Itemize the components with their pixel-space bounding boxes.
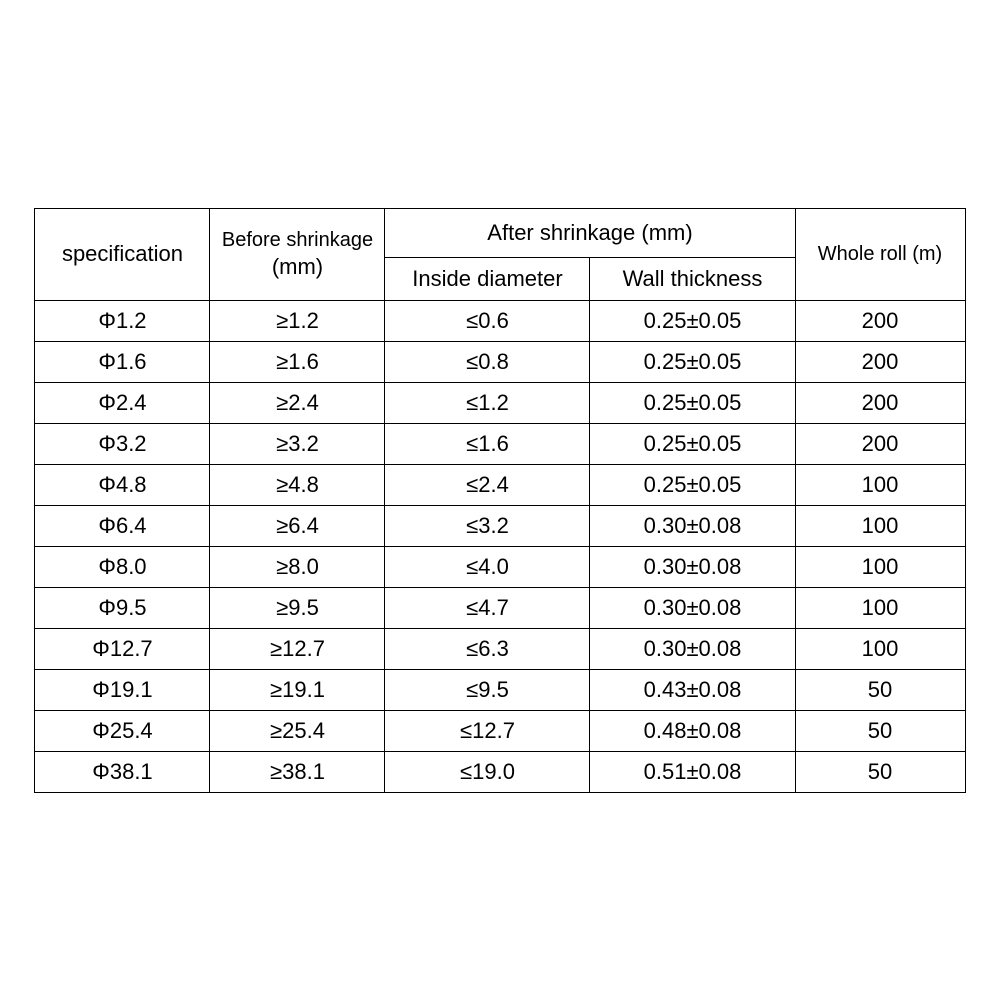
header-row-1: specification Before shrinkage (mm) Afte…: [35, 208, 965, 257]
table-row: Φ38.1≥38.1≤19.00.51±0.0850: [35, 751, 965, 792]
cell-roll: 50: [795, 669, 965, 710]
cell-before: ≥8.0: [210, 546, 385, 587]
cell-spec: Φ6.4: [35, 505, 210, 546]
cell-wall: 0.51±0.08: [590, 751, 795, 792]
cell-spec: Φ3.2: [35, 423, 210, 464]
table-row: Φ9.5≥9.5≤4.70.30±0.08100: [35, 587, 965, 628]
before-line2: (mm): [272, 254, 323, 279]
cell-roll: 200: [795, 300, 965, 341]
cell-inside: ≤12.7: [385, 710, 590, 751]
cell-roll: 100: [795, 587, 965, 628]
table-row: Φ25.4≥25.4≤12.70.48±0.0850: [35, 710, 965, 751]
page: specification Before shrinkage (mm) Afte…: [0, 0, 1000, 1000]
cell-roll: 200: [795, 382, 965, 423]
cell-spec: Φ1.6: [35, 341, 210, 382]
table-row: Φ4.8≥4.8≤2.40.25±0.05100: [35, 464, 965, 505]
cell-inside: ≤1.6: [385, 423, 590, 464]
col-specification: specification: [35, 208, 210, 300]
cell-wall: 0.43±0.08: [590, 669, 795, 710]
cell-inside: ≤9.5: [385, 669, 590, 710]
cell-roll: 100: [795, 464, 965, 505]
cell-spec: Φ2.4: [35, 382, 210, 423]
table-row: Φ19.1≥19.1≤9.50.43±0.0850: [35, 669, 965, 710]
table-row: Φ1.6≥1.6≤0.80.25±0.05200: [35, 341, 965, 382]
cell-spec: Φ25.4: [35, 710, 210, 751]
cell-before: ≥3.2: [210, 423, 385, 464]
table-row: Φ2.4≥2.4≤1.20.25±0.05200: [35, 382, 965, 423]
col-wall-thickness: Wall thickness: [590, 257, 795, 300]
cell-inside: ≤1.2: [385, 382, 590, 423]
col-inside-diameter: Inside diameter: [385, 257, 590, 300]
cell-spec: Φ19.1: [35, 669, 210, 710]
cell-before: ≥1.6: [210, 341, 385, 382]
before-line1: Before shrinkage: [222, 229, 373, 252]
cell-roll: 100: [795, 628, 965, 669]
cell-wall: 0.30±0.08: [590, 587, 795, 628]
cell-inside: ≤0.8: [385, 341, 590, 382]
table-row: Φ3.2≥3.2≤1.60.25±0.05200: [35, 423, 965, 464]
cell-roll: 100: [795, 505, 965, 546]
cell-wall: 0.30±0.08: [590, 628, 795, 669]
cell-before: ≥38.1: [210, 751, 385, 792]
cell-wall: 0.30±0.08: [590, 505, 795, 546]
cell-wall: 0.48±0.08: [590, 710, 795, 751]
cell-before: ≥1.2: [210, 300, 385, 341]
spec-table: specification Before shrinkage (mm) Afte…: [34, 208, 965, 793]
cell-inside: ≤4.0: [385, 546, 590, 587]
cell-before: ≥6.4: [210, 505, 385, 546]
col-whole-roll: Whole roll (m): [795, 208, 965, 300]
cell-inside: ≤4.7: [385, 587, 590, 628]
cell-wall: 0.25±0.05: [590, 300, 795, 341]
cell-before: ≥9.5: [210, 587, 385, 628]
cell-before: ≥12.7: [210, 628, 385, 669]
col-after-shrinkage-group: After shrinkage (mm): [385, 208, 795, 257]
table-row: Φ12.7≥12.7≤6.30.30±0.08100: [35, 628, 965, 669]
table-body: Φ1.2≥1.2≤0.60.25±0.05200Φ1.6≥1.6≤0.80.25…: [35, 300, 965, 792]
cell-before: ≥19.1: [210, 669, 385, 710]
cell-before: ≥2.4: [210, 382, 385, 423]
cell-inside: ≤0.6: [385, 300, 590, 341]
cell-roll: 100: [795, 546, 965, 587]
cell-spec: Φ9.5: [35, 587, 210, 628]
cell-spec: Φ4.8: [35, 464, 210, 505]
cell-roll: 50: [795, 710, 965, 751]
table-row: Φ6.4≥6.4≤3.20.30±0.08100: [35, 505, 965, 546]
cell-inside: ≤3.2: [385, 505, 590, 546]
cell-wall: 0.25±0.05: [590, 382, 795, 423]
table-row: Φ1.2≥1.2≤0.60.25±0.05200: [35, 300, 965, 341]
cell-spec: Φ1.2: [35, 300, 210, 341]
cell-roll: 200: [795, 341, 965, 382]
cell-roll: 200: [795, 423, 965, 464]
cell-before: ≥25.4: [210, 710, 385, 751]
cell-wall: 0.30±0.08: [590, 546, 795, 587]
table-header: specification Before shrinkage (mm) Afte…: [35, 208, 965, 300]
cell-spec: Φ12.7: [35, 628, 210, 669]
table-row: Φ8.0≥8.0≤4.00.30±0.08100: [35, 546, 965, 587]
col-before-shrinkage: Before shrinkage (mm): [210, 208, 385, 300]
cell-wall: 0.25±0.05: [590, 341, 795, 382]
cell-wall: 0.25±0.05: [590, 423, 795, 464]
cell-inside: ≤6.3: [385, 628, 590, 669]
cell-wall: 0.25±0.05: [590, 464, 795, 505]
cell-before: ≥4.8: [210, 464, 385, 505]
cell-spec: Φ8.0: [35, 546, 210, 587]
cell-inside: ≤19.0: [385, 751, 590, 792]
cell-roll: 50: [795, 751, 965, 792]
cell-spec: Φ38.1: [35, 751, 210, 792]
cell-inside: ≤2.4: [385, 464, 590, 505]
